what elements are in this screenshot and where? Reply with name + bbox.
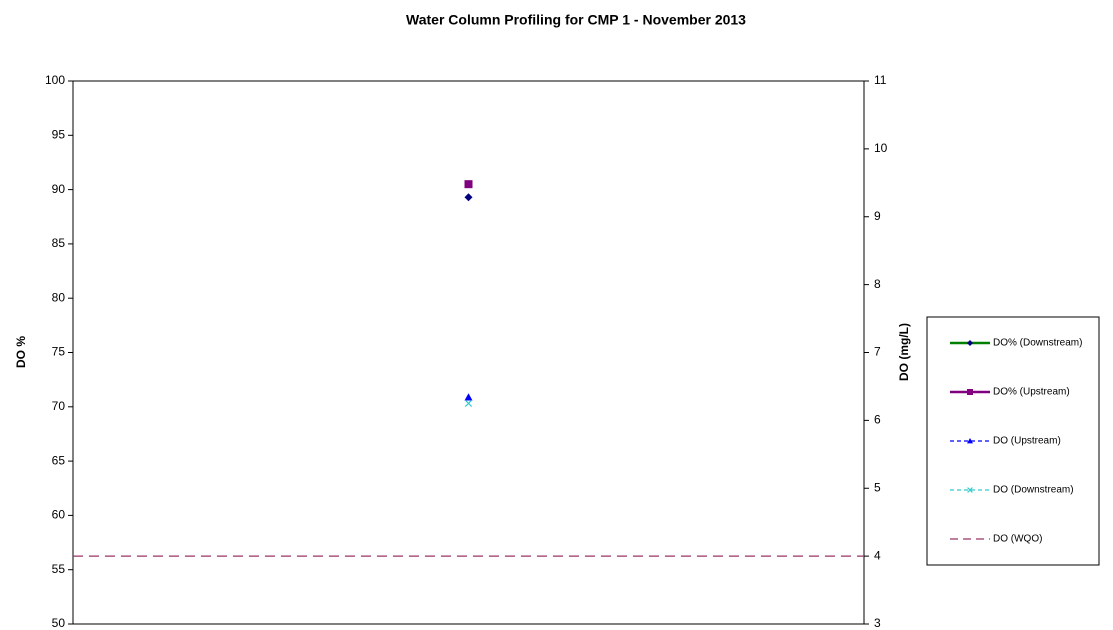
y2-tick-label: 5 (874, 480, 881, 494)
legend-label: DO% (Upstream) (993, 387, 1070, 398)
chart-title: Water Column Profiling for CMP 1 - Novem… (406, 12, 746, 28)
legend (926, 316, 1100, 566)
legend-label: DO (Downstream) (993, 485, 1074, 496)
y-tick-label: 50 (52, 616, 66, 630)
y2-tick-label: 8 (874, 277, 881, 291)
y2-tick-label: 4 (874, 548, 881, 562)
y-tick-label: 90 (52, 182, 66, 196)
legend-label: DO% (Downstream) (993, 338, 1082, 349)
legend-marker (967, 487, 973, 493)
marker (464, 393, 473, 401)
y-tick-label: 60 (52, 508, 66, 522)
y2-tick-label: 7 (874, 345, 881, 359)
y2-tick-label: 11 (874, 73, 887, 87)
y2-tick-label: 9 (874, 209, 881, 223)
y-tick-label: 85 (52, 236, 66, 250)
legend-marker (967, 340, 973, 346)
y-tick-label: 95 (52, 127, 66, 141)
y2-axis-label: DO (mg/L) (897, 323, 911, 381)
y-tick-label: 70 (52, 399, 66, 413)
y2-tick-label: 10 (874, 141, 888, 155)
y2-tick-label: 6 (874, 413, 881, 427)
y-tick-label: 100 (45, 73, 65, 87)
legend-marker (967, 389, 973, 395)
legend-label: DO (Upstream) (993, 436, 1061, 447)
y-tick-label: 65 (52, 453, 66, 467)
y-tick-label: 55 (52, 562, 66, 576)
y2-tick-label: 3 (874, 616, 881, 630)
legend-marker (967, 438, 973, 444)
marker (464, 180, 473, 189)
legend-label: DO (WQO) (993, 534, 1042, 545)
marker (464, 399, 473, 408)
marker (464, 193, 473, 202)
plot-area (72, 80, 865, 625)
y-tick-label: 80 (52, 290, 66, 304)
y-axis-label: DO % (14, 336, 28, 368)
y-tick-label: 75 (52, 345, 66, 359)
